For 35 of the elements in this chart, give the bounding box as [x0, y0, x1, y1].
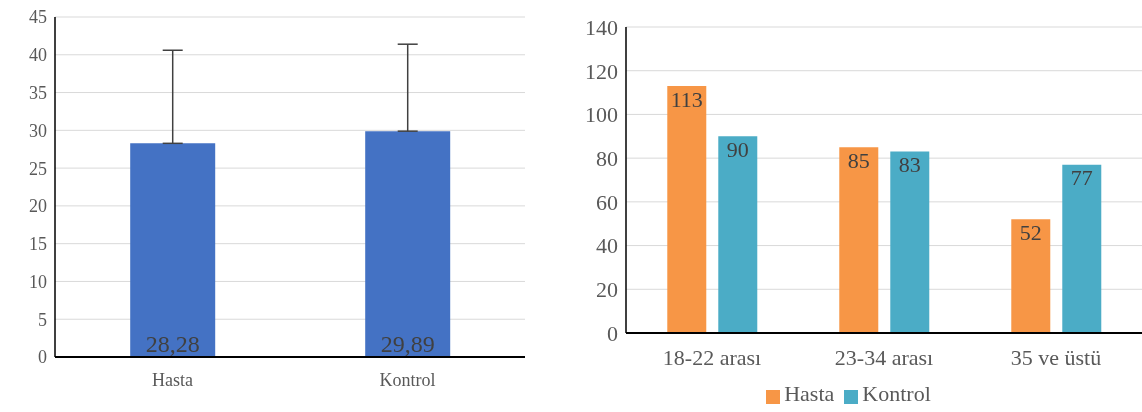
x-tick-label: 18-22 arası	[662, 344, 762, 370]
bar	[1011, 219, 1051, 333]
y-tick-label: 0	[607, 320, 618, 346]
data-label: 90	[726, 136, 749, 162]
y-tick-label: 60	[596, 189, 618, 215]
y-tick-label: 35	[29, 82, 47, 103]
y-tick-label: 15	[29, 234, 47, 255]
y-tick-label: 10	[29, 271, 47, 292]
y-tick-label: 30	[29, 120, 47, 141]
data-label: 29,89	[380, 331, 435, 357]
y-tick-label: 20	[29, 196, 47, 217]
y-tick-label: 0	[38, 347, 47, 368]
y-tick-label: 5	[38, 309, 47, 330]
y-tick-label: 45	[29, 7, 47, 28]
data-label: 83	[898, 152, 921, 178]
x-tick-label: 23-34 arası	[834, 344, 934, 370]
y-tick-label: 40	[596, 233, 618, 259]
data-label: 52	[1019, 219, 1042, 245]
data-label: 113	[670, 86, 703, 112]
y-tick-label: 100	[585, 102, 618, 128]
bar	[839, 147, 879, 333]
bar	[890, 151, 930, 333]
y-tick-label: 40	[29, 45, 47, 66]
bar	[667, 86, 707, 333]
bar	[718, 136, 758, 333]
data-label: 85	[847, 147, 870, 173]
y-tick-label: 20	[596, 277, 618, 303]
y-tick-label: 25	[29, 158, 47, 179]
data-label: 77	[1070, 165, 1093, 191]
y-tick-label: 80	[596, 145, 618, 171]
data-label: 28,28	[145, 331, 200, 357]
x-tick-label: 35 ve üstü	[1010, 344, 1102, 370]
y-tick-label: 120	[585, 58, 618, 84]
bar	[1062, 164, 1102, 333]
y-tick-label: 140	[585, 14, 618, 40]
